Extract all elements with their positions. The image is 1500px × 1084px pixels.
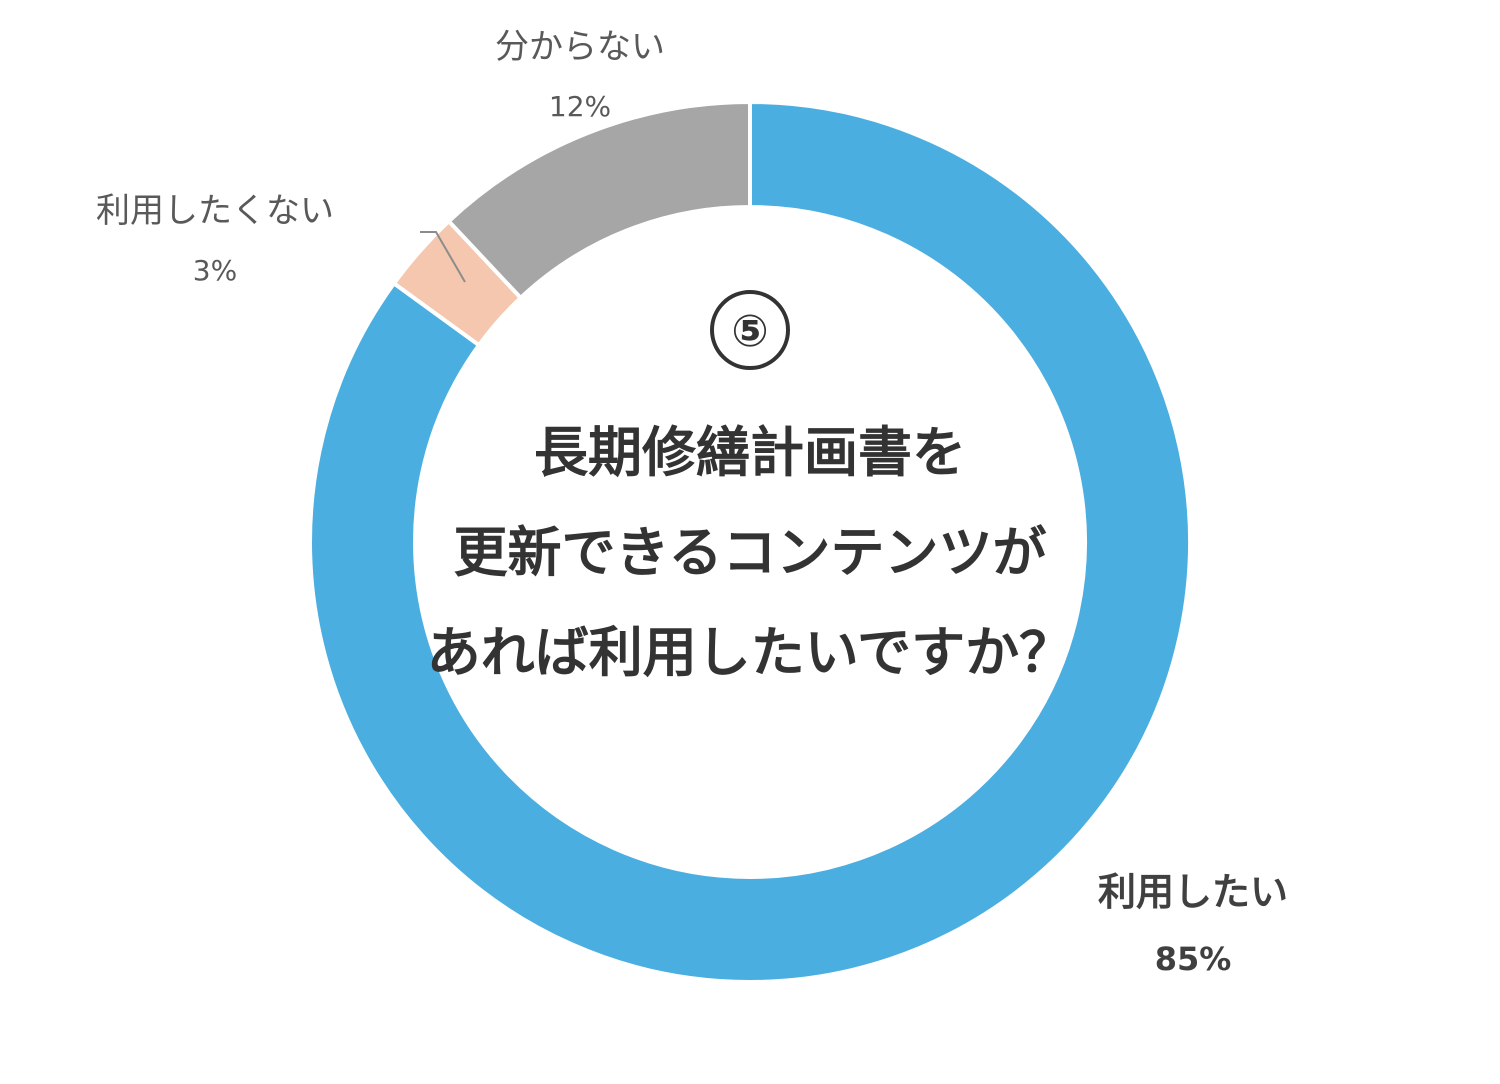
slice-label-unknown: 分からない 12% [495, 27, 665, 123]
slice-label-use-name: 利用したい [1098, 870, 1288, 914]
leader-line-not-use [420, 231, 466, 283]
slice-label-unknown-name: 分からない [495, 27, 665, 67]
center-title-line-2: 更新できるコンテンツが [454, 521, 1047, 584]
center-title: ⑤ 長期修繕計画書を 更新できるコンテンツが あれば利用したいですか？ [427, 290, 1073, 684]
leader-lines-layer [420, 231, 466, 283]
center-title-line-1: 長期修繕計画書を [534, 421, 966, 484]
slice-label-use-value: 85% [1155, 940, 1232, 978]
slice-label-not-use-value: 3% [193, 254, 237, 287]
slices-layer [308, 99, 1192, 984]
number-circle [710, 290, 790, 370]
center-title-line-3: あれば利用したいですか？ [427, 621, 1073, 684]
slice-label-not-use: 利用したくない 3% [96, 191, 334, 287]
slice-label-use: 利用したい 85% [1098, 870, 1288, 978]
slice-use [308, 99, 1192, 984]
slice-label-unknown-value: 12% [549, 90, 611, 123]
center-number: ⑤ [731, 306, 768, 357]
slice-label-not-use-name: 利用したくない [96, 191, 334, 231]
slice-unknown [445, 99, 752, 301]
